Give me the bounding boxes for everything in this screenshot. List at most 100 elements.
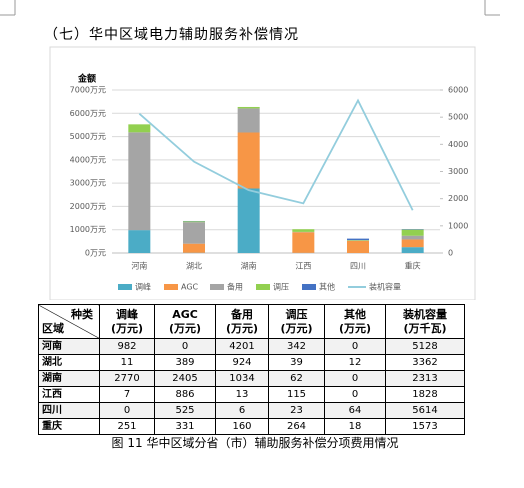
bar-segment [347,240,369,253]
bar-segment [347,240,369,241]
bar-segment [401,229,424,236]
legend-label: 调峰 [135,282,151,292]
table-cell: 4201 [215,338,269,355]
table-cell: 64 [324,402,386,419]
data-table: 种类 区域 调峰 (万元) AGC (万元) 备用 (万元) 调压 (万元) 其他 (万元) 装机容量(… [38,304,465,435]
legend-swatch [164,284,178,290]
table-row: 湖南 2770 2405 1034 62 0 2313 [38,370,465,387]
legend-swatch [256,284,270,290]
x-tick-label: 四川 [350,262,366,271]
corner-top: 种类 [71,307,93,321]
column-header: 调峰 (万元) [99,304,155,339]
chart: 金额 0万元 1000万元 2000万元 3000万元 4000万元 5000万元 6000… [0,0,500,300]
y2-tick-label: 6000 [448,86,468,95]
corner-bottom: 区域 [42,321,64,335]
header-row: 种类 区域 调峰 (万元) AGC (万元) 备用 (万元) 调压 (万元) 其他 (万元) 装机容量(… [38,304,465,339]
column-unit: (万千瓦) [403,321,447,335]
y2-tick-label: 3000 [448,167,468,176]
y2-tick-label: 4000 [448,140,468,149]
column-unit: (万元) [110,321,144,335]
legend-label: AGC [181,283,199,292]
x-tick-label: 河南 [131,261,147,271]
table-cell: 1828 [385,386,465,403]
chart-frame [49,46,476,300]
bar-segment [237,108,260,133]
table-cell: 12 [324,354,386,371]
table-cell: 525 [154,402,216,419]
table-cell: 23 [268,402,325,419]
y-tick-label: 5000万元 [70,132,106,141]
table-cell: 0 [324,370,386,387]
y-tick-label: 7000万元 [70,86,106,95]
x-tick-label: 重庆 [405,261,421,271]
row-label: 四川 [38,402,100,419]
table-cell: 13 [215,386,269,403]
bar-segment [401,239,424,248]
legend-swatch [118,284,132,290]
bar-segment [128,230,151,253]
x-tick-label: 湖北 [186,262,202,271]
caption: 图 11 华中区域分省（市）辅助服务补偿分项费用情况 [111,436,399,450]
table-cell: 5614 [385,402,465,419]
x-tick-label: 江西 [295,262,311,271]
y-tick-label: 6000万元 [70,109,106,118]
table-cell: 2405 [154,370,216,387]
heading: （七）华中区域电力辅助服务补偿情况 [44,27,299,43]
legend-label: 其他 [319,282,335,292]
column-unit: (万元) [168,321,202,335]
table-cell: 18 [324,418,386,435]
column-name: 备用 [231,307,253,321]
row-label: 湖北 [38,354,100,371]
legend-swatch [302,284,316,290]
legend-label: 备用 [227,282,243,292]
table-cell: 3362 [385,354,465,371]
line-series [138,98,414,211]
bar-segment [183,243,205,253]
y2-tick-label: 2000 [448,194,468,203]
table-cell: 62 [268,370,325,387]
corner-cell: 种类 区域 [38,304,100,339]
column-header: 其他 (万元) [324,304,386,339]
table-cell: 5128 [385,338,465,355]
y2-tick-label: 1000 [448,221,468,230]
column-header: AGC (万元) [154,304,216,339]
table-cell: 7 [99,386,155,403]
column-unit: (万元) [225,321,259,335]
legend-label: 装机容量 [369,282,401,292]
bar-segment [401,235,424,240]
table-cell: 11 [99,354,155,371]
y-axis-title: 金额 [77,73,96,85]
table-cell: 251 [99,418,155,435]
table-row: 河南 982 0 4201 342 0 5128 [38,338,465,355]
bar-segment [183,221,205,223]
column-name: 调压 [285,307,308,321]
column-name: 其他 [344,307,366,321]
column-header: 备用 (万元) [215,304,269,339]
bar-segment [237,106,260,109]
table-cell: 0 [324,386,386,403]
table-cell: 331 [154,418,216,435]
table-row: 湖北 11 389 924 39 12 3362 [38,354,465,371]
table-cell: 1034 [215,370,269,387]
bar-segment [237,188,260,253]
legend-swatch [210,284,224,290]
table-cell: 115 [268,386,325,403]
table-cell: 2770 [99,370,155,387]
column-name: 装机容量 [403,307,447,321]
bar-segment [128,124,151,133]
column-header: 装机容量 (万千瓦) [385,304,465,339]
y-tick-label: 3000万元 [70,179,106,188]
table-cell: 982 [99,338,155,355]
table-cell: 0 [154,338,216,355]
bar-segment [347,238,369,241]
table-cell: 924 [215,354,269,371]
bar-segment [237,132,260,189]
table-cell: 39 [268,354,325,371]
row-label: 江西 [38,386,100,403]
y2-tick-label: 5000 [448,113,468,122]
table-cell: 6 [215,402,269,419]
table-cell: 0 [324,338,386,355]
bar-segment [292,232,315,253]
bar-segment [183,222,205,244]
